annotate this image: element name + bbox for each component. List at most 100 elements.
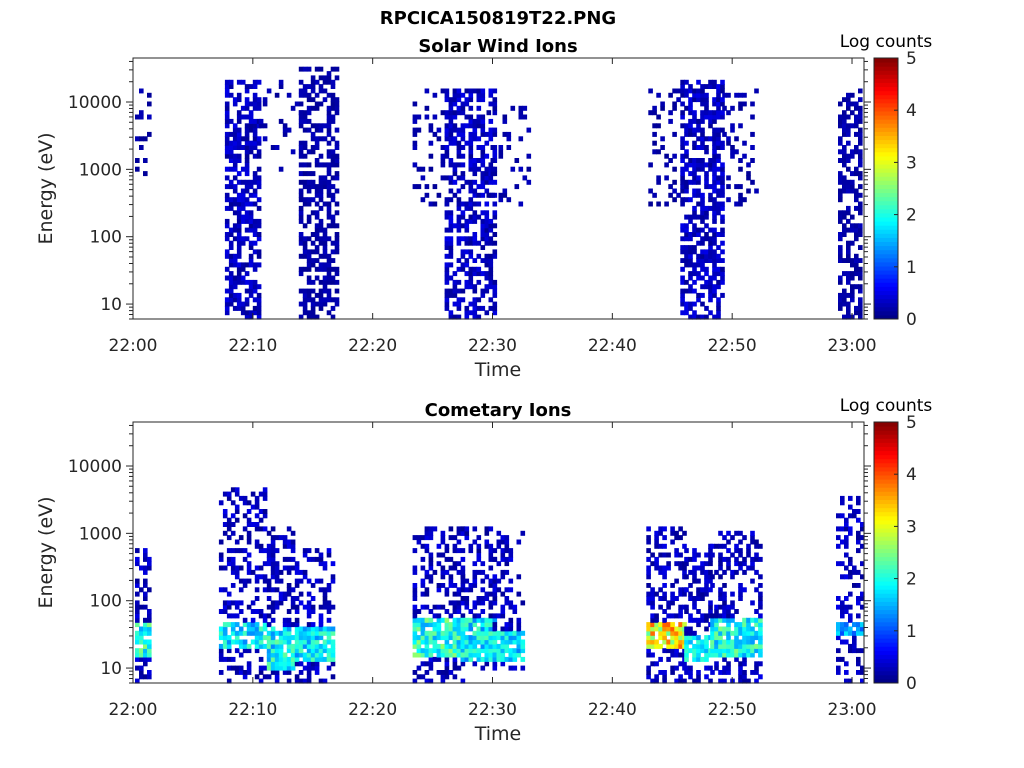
spectrogram-cell: [506, 131, 512, 137]
spectrogram-cell: [464, 596, 470, 601]
spectrogram-cell: [688, 101, 693, 107]
spectrogram-cell: [456, 162, 462, 168]
spectrogram-cell: [432, 114, 438, 120]
spectrogram-cell: [234, 648, 240, 654]
spectrogram-cell: [326, 648, 332, 654]
spectrogram-cell: [844, 670, 849, 675]
spectrogram-cell: [480, 153, 486, 159]
spectrogram-cell: [412, 162, 418, 168]
spectrogram-cell: [440, 630, 446, 636]
spectrogram-cell: [420, 565, 426, 571]
spectrogram-cell: [456, 648, 462, 654]
spectrogram-cell: [496, 539, 502, 545]
spectrogram-cell: [708, 110, 713, 116]
spectrogram-cell: [680, 288, 685, 294]
spectrogram-cell: [444, 201, 450, 207]
spectrogram-cell: [256, 79, 262, 85]
spectrogram-cell: [746, 648, 751, 654]
spectrogram-cell: [846, 140, 851, 146]
spectrogram-cell: [460, 678, 466, 684]
spectrogram-cell: [306, 648, 312, 654]
spectrogram-cell: [720, 79, 725, 85]
spectrogram-cell: [656, 149, 661, 155]
spectrogram-cell: [326, 275, 332, 281]
spectrogram-cell: [654, 565, 659, 571]
spectrogram-cell: [262, 97, 268, 103]
spectrogram-cell: [306, 184, 312, 190]
spectrogram-cell: [228, 275, 234, 281]
spectrogram-cell: [668, 110, 673, 116]
spectrogram-cell: [722, 652, 727, 658]
spectrogram-cell: [256, 310, 262, 316]
spectrogram-cell: [254, 643, 260, 649]
spectrogram-cell: [680, 266, 685, 272]
spectrogram-cell: [508, 656, 514, 662]
spectrogram-cell: [252, 179, 258, 185]
spectrogram-cell: [480, 114, 486, 120]
x-tick-label: 22:10: [228, 336, 277, 356]
spectrogram-cell: [722, 617, 727, 623]
spectrogram-cell: [310, 583, 316, 588]
spectrogram-cell: [460, 596, 466, 601]
spectrogram-cell: [492, 648, 498, 654]
spectrogram-cell: [298, 114, 304, 120]
spectrogram-cell: [730, 535, 735, 541]
spectrogram-cell: [692, 114, 697, 120]
spectrogram-cell: [468, 105, 474, 111]
spectrogram-cell: [468, 88, 474, 94]
spectrogram-cell: [468, 249, 474, 255]
spectrogram-cell: [314, 258, 320, 263]
spectrogram-cell: [135, 561, 140, 567]
spectrogram-cell: [428, 565, 434, 571]
spectrogram-cell: [514, 184, 520, 190]
spectrogram-cell: [424, 630, 430, 636]
spectrogram-cell: [460, 626, 466, 632]
spectrogram-cell: [850, 184, 855, 190]
spectrogram-cell: [708, 288, 713, 294]
spectrogram-cell: [256, 166, 262, 172]
spectrogram-cell: [850, 153, 855, 159]
spectrogram-cell: [452, 292, 458, 298]
spectrogram-cell: [678, 561, 683, 567]
spectrogram-cell: [730, 613, 735, 619]
spectrogram-cell: [646, 635, 651, 641]
spectrogram-cell: [678, 678, 683, 684]
spectrogram-cell: [662, 543, 667, 549]
spectrogram-cell: [730, 123, 735, 129]
spectrogram-cell: [848, 569, 853, 575]
spectrogram-cell: [226, 556, 232, 562]
spectrogram-cell: [322, 288, 328, 294]
spectrogram-cell: [240, 188, 246, 194]
spectrogram-cell: [700, 158, 705, 163]
spectrogram-cell: [716, 158, 721, 163]
spectrogram-cell: [228, 153, 234, 159]
spectrogram-cell: [412, 569, 418, 575]
spectrogram-cell: [290, 604, 296, 610]
spectrogram-cell: [670, 643, 675, 649]
spectrogram-cell: [302, 245, 308, 250]
spectrogram-cell: [230, 626, 236, 632]
spectrogram-cell: [842, 162, 847, 168]
spectrogram-cell: [266, 665, 272, 671]
spectrogram-cell: [286, 591, 292, 597]
spectrogram-cell: [718, 630, 723, 636]
spectrogram-cell: [248, 214, 254, 220]
colorbar-step: [874, 196, 898, 202]
spectrogram-cell: [224, 118, 230, 124]
spectrogram-cell: [750, 648, 755, 654]
spectrogram-cell: [254, 609, 260, 614]
spectrogram-cell: [286, 587, 292, 593]
spectrogram-cell: [432, 604, 438, 610]
spectrogram-cell: [224, 136, 230, 142]
spectrogram-cell: [294, 678, 300, 684]
spectrogram-cell: [852, 635, 857, 641]
spectrogram-cell: [222, 635, 228, 641]
spectrogram-cell: [488, 635, 494, 641]
spectrogram-cell: [302, 88, 308, 94]
spectrogram-cell: [476, 97, 482, 103]
spectrogram-cell: [858, 205, 863, 211]
spectrogram-cell: [286, 609, 292, 614]
spectrogram-cell: [314, 105, 320, 111]
spectrogram-cell: [302, 665, 308, 671]
spectrogram-cell: [330, 639, 336, 645]
